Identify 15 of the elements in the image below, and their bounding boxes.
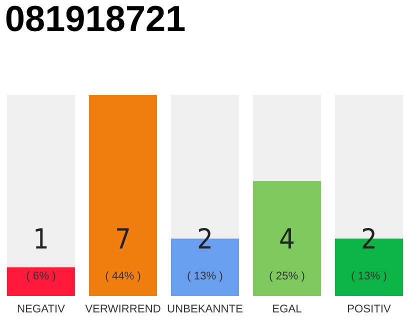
x-tick-label: NEGATIV	[18, 304, 65, 312]
annotation: ( 44% )	[106, 271, 140, 282]
chart-title: 081918721	[6, 6, 185, 32]
annotation: ( 6% )	[26, 271, 56, 282]
data-label: 4	[280, 228, 294, 249]
x-tick-label: UNBEKANNTE	[168, 304, 242, 312]
x-tick-label: VERWIRREND	[85, 304, 160, 312]
data-label: 1	[36, 228, 47, 249]
annotation: ( 13% )	[188, 271, 222, 282]
annotation: ( 13% )	[352, 271, 386, 282]
bar	[6, 267, 76, 296]
data-label: 7	[117, 228, 129, 249]
annotation: ( 25% )	[270, 271, 304, 282]
x-tick-label: POSITIV	[348, 304, 391, 312]
x-tick-label: EGAL	[273, 304, 302, 312]
